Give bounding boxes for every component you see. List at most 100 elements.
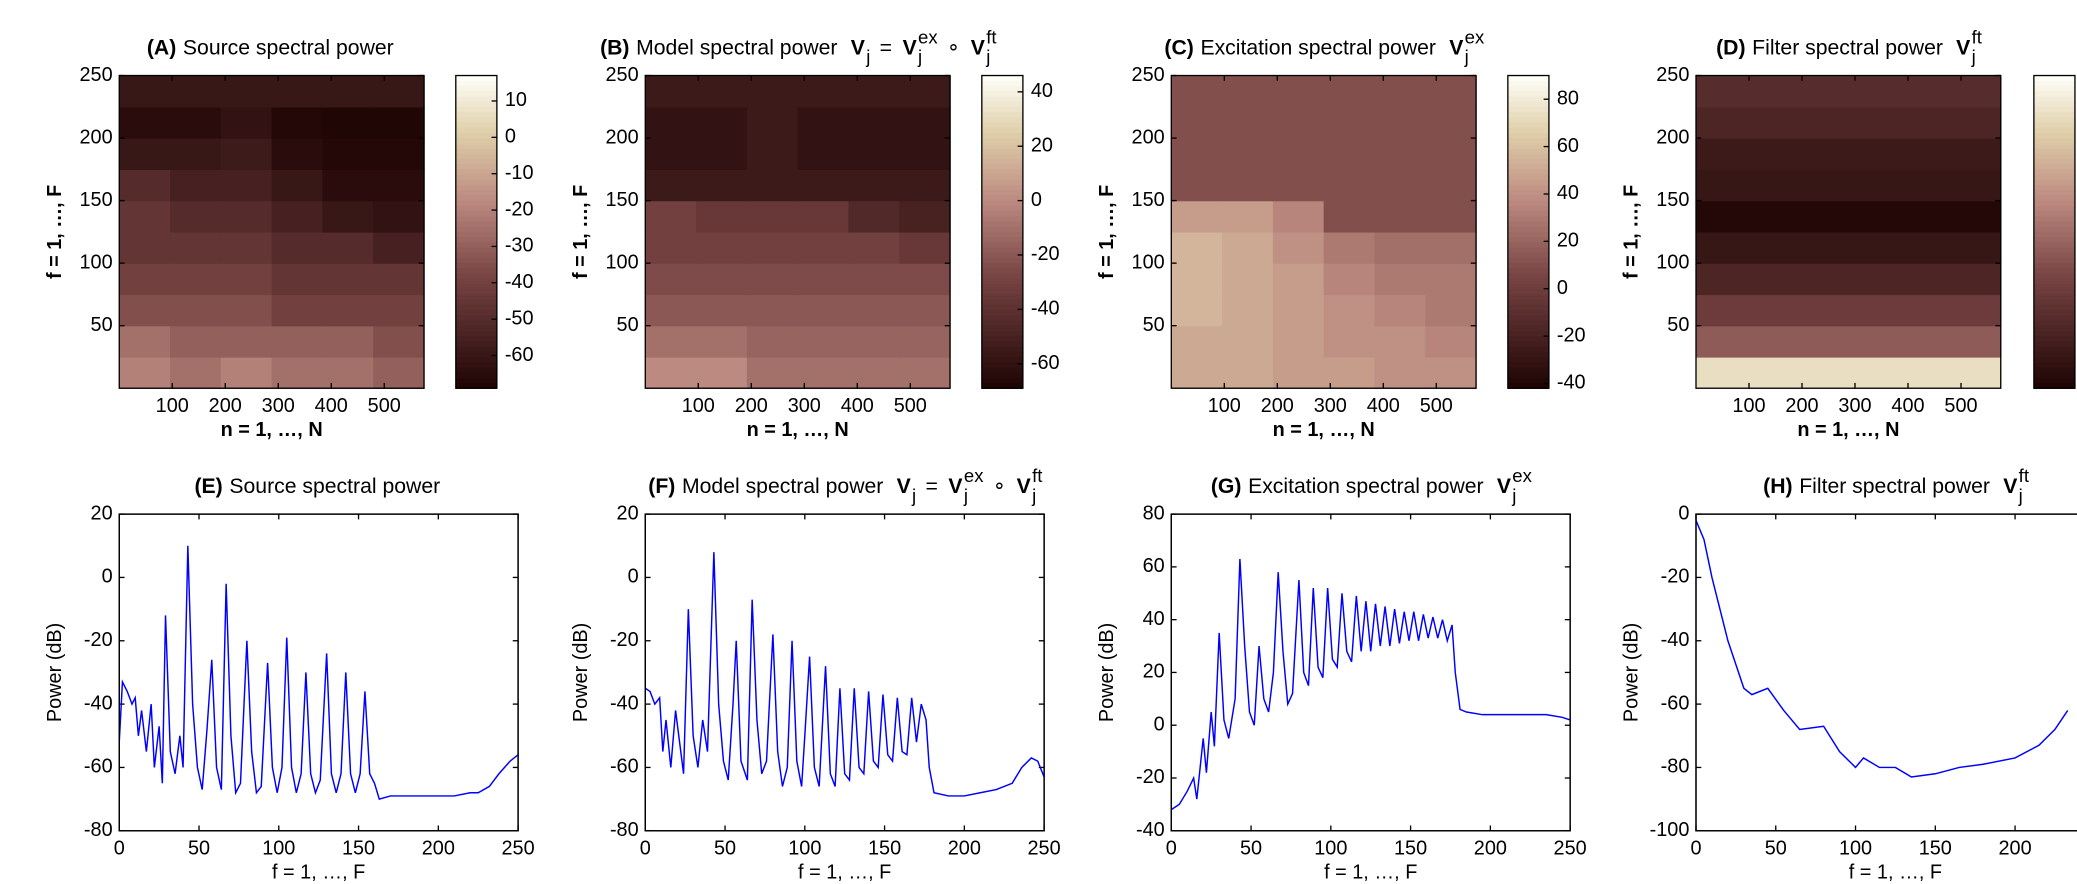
colorbar-tick-label: 0 [1031, 189, 1042, 211]
heatmap-cell [899, 325, 951, 358]
colorbar-segment [2033, 169, 2075, 176]
colorbar-segment [455, 101, 497, 108]
heatmap-cell [848, 263, 900, 296]
heatmap-cell [220, 231, 273, 264]
x-tick-label: 100 [262, 838, 295, 860]
axes-box [1170, 513, 1571, 832]
colorbar-segment [1507, 372, 1549, 379]
x-tick-label: 300 [788, 395, 821, 417]
y-axis-label: Power (dB) [1096, 623, 1118, 722]
colorbar-tick-label: 10 [505, 89, 527, 111]
x-axis-label: f = 1, …, F [272, 861, 365, 883]
heatmap-cell [1696, 75, 2002, 108]
colorbar-segment [455, 179, 497, 186]
x-tick-label: 100 [156, 395, 189, 417]
heatmap-cell [1425, 106, 1477, 139]
heatmap-cell [170, 138, 222, 170]
colorbar-segment [455, 325, 497, 332]
heatmap-cell [271, 169, 324, 202]
colorbar-segment [1507, 80, 1549, 87]
colorbar-segment [2033, 117, 2075, 124]
math-symbol: V [903, 37, 917, 60]
x-tick-label: 50 [1765, 838, 1787, 860]
colorbar-segment [1507, 278, 1549, 285]
colorbar-segment [1507, 117, 1549, 124]
math-subscript: j [985, 46, 990, 67]
heatmap-cell [119, 231, 171, 264]
heatmap-cell [322, 200, 374, 233]
colorbar-segment [2033, 112, 2075, 118]
x-tick-label: 150 [342, 838, 375, 860]
colorbar-segment [1507, 362, 1549, 369]
colorbar-segment [981, 289, 1023, 296]
heatmap-cell [746, 75, 799, 108]
colorbar-segment [981, 310, 1023, 316]
y-axis-label: Power (dB) [570, 623, 592, 722]
y-tick-label: 150 [1132, 189, 1165, 211]
colorbar-segment [981, 252, 1023, 259]
math-symbol: V [1449, 37, 1463, 60]
colorbar-segment [455, 383, 497, 389]
x-tick-label: 500 [894, 395, 927, 417]
colorbar-segment [455, 294, 497, 301]
heatmap-cell [797, 106, 850, 139]
colorbar-segment [455, 148, 497, 155]
y-tick-label: 200 [79, 126, 112, 148]
math-subscript: j [911, 485, 916, 506]
colorbar-segment [455, 169, 497, 176]
y-tick-label: 250 [606, 64, 639, 86]
heatmap-cell [1272, 325, 1325, 358]
axes-box [1695, 513, 2077, 832]
heatmap-cell [1272, 294, 1325, 327]
heatmap-cell [1272, 75, 1325, 108]
colorbar-tick-label: 40 [1557, 182, 1579, 204]
colorbar-segment [2033, 153, 2075, 160]
heatmap-cell [1272, 169, 1325, 202]
colorbar-segment [2033, 283, 2075, 290]
heatmap-cell [1222, 169, 1274, 202]
heatmap-cell [119, 200, 171, 233]
colorbar-segment [981, 179, 1023, 186]
colorbar-segment [2033, 299, 2075, 306]
colorbar-tick-label: 80 [1557, 87, 1579, 109]
heatmap-cell [1272, 356, 1325, 389]
colorbar-segment [455, 221, 497, 228]
x-tick-label: 100 [1732, 395, 1765, 417]
colorbar-segment [455, 315, 497, 322]
colorbar-segment [981, 362, 1023, 369]
y-tick-label: 40 [1143, 608, 1165, 630]
heatmap-cell [322, 263, 374, 296]
axes-box [118, 513, 519, 832]
math-symbol: V [851, 37, 865, 60]
heatmap-cell [373, 231, 425, 264]
heatmap-cell [271, 75, 324, 108]
heatmap-cell [797, 169, 850, 202]
y-tick-label: 250 [79, 64, 112, 86]
heatmap-cell [1272, 200, 1325, 233]
heatmap-cell [1222, 263, 1274, 296]
colorbar-segment [981, 304, 1023, 311]
colorbar-segment [981, 221, 1023, 228]
panel-title-text: Model spectral power [636, 37, 837, 60]
y-tick-label: -20 [84, 629, 113, 651]
colorbar-segment [1507, 341, 1549, 348]
math-superscript: ex [964, 465, 984, 486]
math-symbol: V [971, 37, 985, 60]
colorbar-box [2033, 74, 2076, 389]
heatmap-cell [1374, 200, 1426, 233]
colorbar-tick-label: 0 [505, 126, 516, 148]
colorbar-segment [455, 278, 497, 285]
y-tick-label: 50 [617, 314, 639, 336]
heatmap-cell [1323, 231, 1376, 264]
math-symbol: ∘ [993, 475, 1006, 498]
colorbar-segment [981, 383, 1023, 389]
x-tick-label: 250 [502, 838, 535, 860]
panel-title-text: Excitation spectral power [1200, 37, 1436, 60]
colorbar-segment [455, 283, 497, 290]
heatmap-cell [1374, 75, 1426, 108]
colorbar-segment [455, 75, 497, 82]
heatmap-cell [1696, 138, 2002, 170]
math-subscript: j [1511, 485, 1516, 506]
colorbar-segment [455, 273, 497, 280]
